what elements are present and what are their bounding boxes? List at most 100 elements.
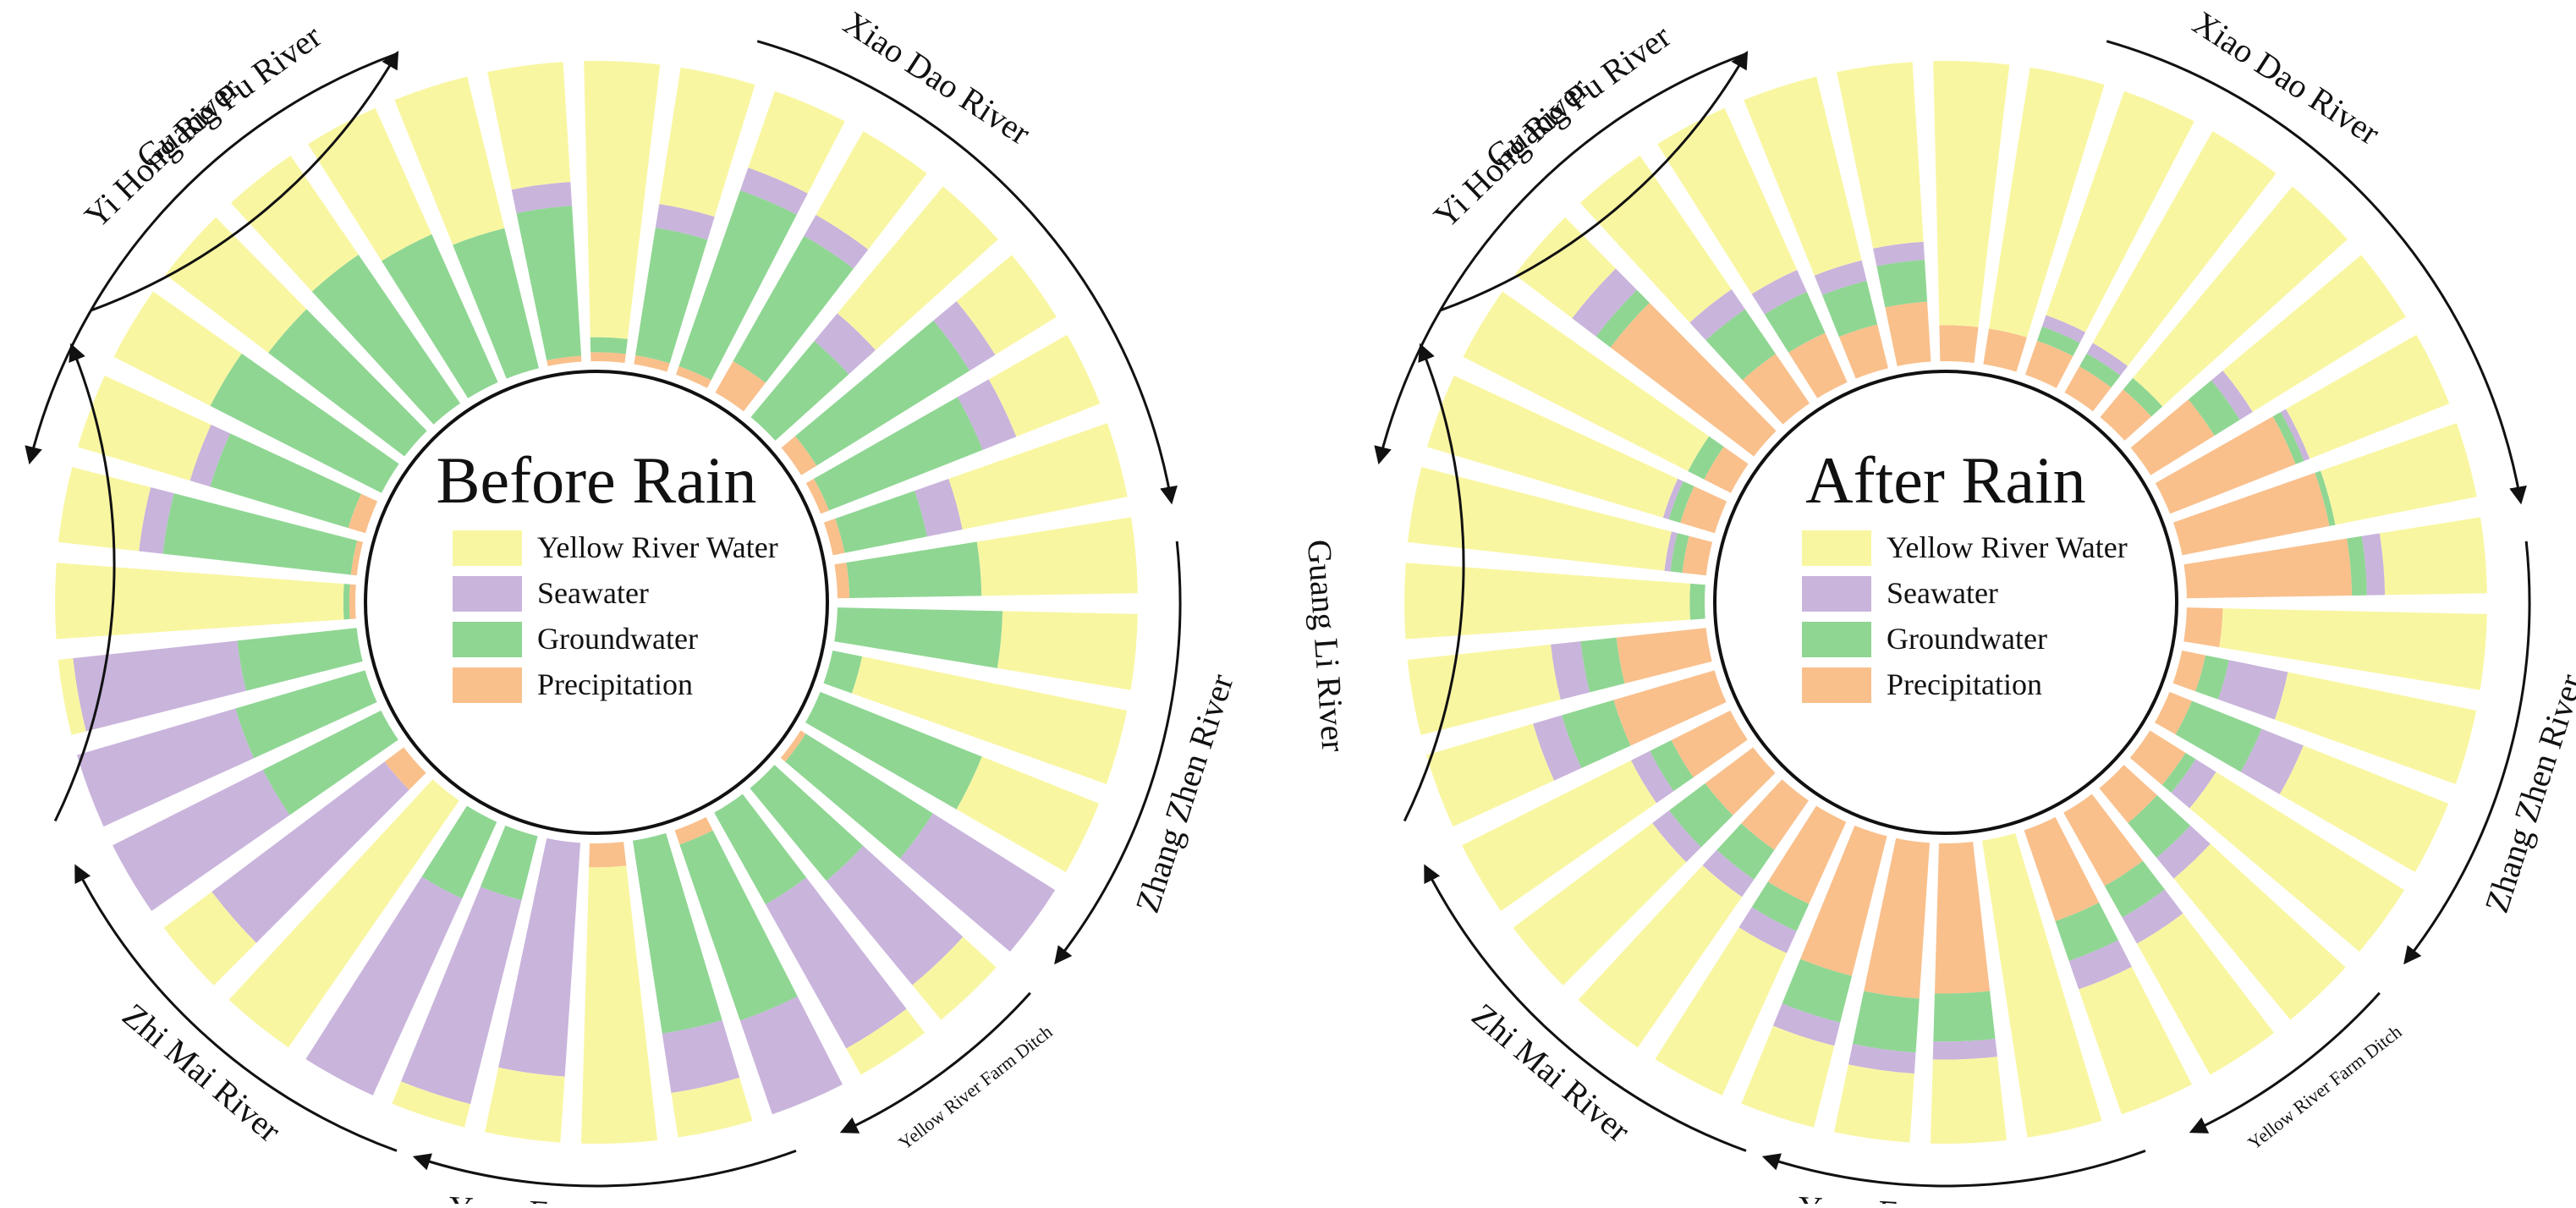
bar-sample-14 <box>2100 186 2348 441</box>
bar-segment-seawater <box>2361 533 2386 596</box>
before-rain-bars <box>55 60 1138 1145</box>
bar-segment-yellow-river-water <box>1407 467 1672 571</box>
bar-sample-6 <box>230 155 461 425</box>
river-label: Guang Li River <box>0 538 3 753</box>
bar-sample-7 <box>308 107 498 398</box>
chart-title: After Rain <box>1805 443 2085 517</box>
river-arrow-4 <box>2189 991 2381 1134</box>
river-arrow-3 <box>2403 541 2531 965</box>
river-label: Yong Feng River <box>448 1189 681 1204</box>
bar-sample-7 <box>1657 107 1848 398</box>
river-arrow-7 <box>53 343 116 822</box>
bar-sample-13 <box>2064 131 2277 412</box>
bar-sample-8 <box>394 76 539 379</box>
bar-segment-yellow-river-water <box>1744 76 1862 276</box>
bar-segment-yellow-river-water <box>113 291 242 406</box>
bar-segment-seawater <box>2280 409 2310 461</box>
legend-swatch-seawater <box>1802 576 1871 612</box>
bar-segment-seawater <box>915 478 963 537</box>
river-label: Yong Feng River <box>1797 1189 2030 1204</box>
bar-segment-precipitation <box>2172 472 2330 556</box>
bar-segment-seawater <box>655 204 715 240</box>
bar-sample-20 <box>823 650 1128 784</box>
bar-segment-groundwater <box>823 650 863 694</box>
bar-segment-groundwater <box>714 793 807 905</box>
bar-segment-precipitation <box>715 360 766 412</box>
legend-label-yellow-river-water: Yellow River Water <box>537 530 778 564</box>
bar-sample-18 <box>834 517 1138 599</box>
bar-segment-seawater <box>305 876 463 1095</box>
bar-segment-yellow-river-water <box>2379 517 2487 596</box>
river-arrow-5 <box>412 1149 797 1188</box>
bar-sample-4 <box>113 291 399 493</box>
bar-segment-groundwater <box>162 493 358 575</box>
after-rain-inner-circle <box>1713 370 2178 835</box>
bar-segment-groundwater <box>590 337 628 354</box>
bar-segment-precipitation <box>1934 842 1991 994</box>
bar-segment-precipitation <box>589 842 627 868</box>
river-arrow-1 <box>1374 52 1747 465</box>
bar-segment-groundwater <box>2315 470 2336 526</box>
bar-segment-yellow-river-water <box>163 892 256 986</box>
bar-segment-groundwater <box>343 584 350 620</box>
legend-label-seawater: Seawater <box>537 576 649 610</box>
bar-sample-12 <box>2024 91 2194 388</box>
bar-segment-groundwater <box>2128 795 2191 858</box>
bar-sample-11 <box>1983 67 2105 372</box>
bar-segment-yellow-river-water <box>584 60 661 339</box>
bar-sample-18 <box>2183 517 2487 599</box>
bar-segment-groundwater <box>2347 535 2367 596</box>
bar-segment-seawater <box>76 708 255 827</box>
legend-swatch-yellow-river-water <box>1802 530 1871 566</box>
bar-segment-precipitation <box>823 518 845 556</box>
bar-segment-seawater <box>2086 343 2128 376</box>
bar-segment-yellow-river-water <box>1933 60 2010 327</box>
bar-sample-1 <box>55 563 356 640</box>
bar-sample-14 <box>750 186 998 441</box>
bar-segment-seawater <box>2068 940 2132 990</box>
bar-segment-groundwater <box>453 228 539 379</box>
bar-segment-groundwater <box>834 607 1003 668</box>
legend-label-groundwater: Groundwater <box>1887 622 2047 656</box>
bar-segment-groundwater <box>235 670 377 759</box>
bar-segment-seawater <box>2240 728 2304 795</box>
bar-segment-seawater <box>1630 750 1674 804</box>
bar-sample-16 <box>805 334 1101 514</box>
bar-sample-23 <box>2099 765 2346 1020</box>
bar-segment-yellow-river-water <box>308 107 432 261</box>
bar-segment-yellow-river-water <box>165 217 307 354</box>
bar-segment-precipitation <box>780 730 806 762</box>
bar-sample-30 <box>305 805 497 1095</box>
bar-sample-5 <box>165 217 427 457</box>
bar-sample-22 <box>780 730 1056 952</box>
before-rain-inner-circle <box>364 370 829 835</box>
bar-segment-seawater <box>662 1019 740 1094</box>
bar-segment-groundwater <box>210 433 361 529</box>
bar-sample-26 <box>632 832 753 1138</box>
bar-segment-precipitation <box>1671 710 1748 777</box>
bar-segment-yellow-river-water <box>846 1008 925 1075</box>
bar-segment-seawater <box>2217 660 2288 720</box>
bar-segment-seawater <box>899 813 1056 952</box>
river-label: Guang Li River <box>1300 538 1353 753</box>
bar-sample-15 <box>781 255 1057 475</box>
bar-segment-seawater <box>739 996 843 1115</box>
bar-sample-28 <box>485 837 581 1143</box>
bar-segment-groundwater <box>750 341 849 441</box>
bar-segment-groundwater <box>311 255 461 425</box>
bar-segment-groundwater <box>1852 991 1920 1053</box>
bar-segment-yellow-river-water <box>1579 155 1732 323</box>
bar-sample-21 <box>805 691 1100 873</box>
river-arrow-1 <box>25 52 398 465</box>
bar-sample-4 <box>1463 291 1749 493</box>
bar-segment-yellow-river-water <box>816 131 927 250</box>
bar-sample-22 <box>2129 730 2405 952</box>
bar-segment-yellow-river-water <box>2219 608 2487 690</box>
bar-segment-groundwater <box>1705 309 1776 381</box>
bar-segment-yellow-river-water <box>392 1081 471 1128</box>
bar-segment-seawater <box>139 487 174 554</box>
bar-segment-precipitation <box>1680 486 1727 534</box>
bar-segment-precipitation <box>2024 340 2073 388</box>
bar-segment-seawater <box>1551 641 1590 700</box>
